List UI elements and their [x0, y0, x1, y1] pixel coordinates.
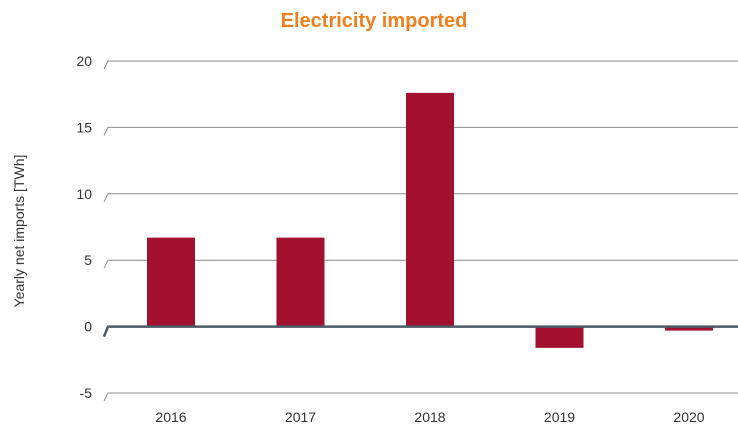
zero-axis-line — [102, 325, 738, 338]
x-axis-ticks: 2016 2017 2018 2019 2020 — [155, 409, 704, 425]
bar-2016 — [147, 237, 195, 327]
chart-title: Electricity imported — [281, 10, 468, 32]
gridline — [103, 259, 738, 269]
y-tick-label: 15 — [76, 119, 92, 135]
x-tick-label: 2017 — [285, 409, 316, 425]
y-tick-label: 20 — [76, 53, 92, 69]
x-tick-label: 2018 — [414, 409, 445, 425]
gridline — [103, 60, 738, 70]
x-tick-label: 2020 — [673, 409, 704, 425]
gridlines — [103, 60, 738, 402]
x-tick-label: 2016 — [155, 409, 186, 425]
zero-axis — [102, 325, 738, 338]
y-axis-ticks: -5 0 5 10 15 20 — [76, 53, 92, 401]
bar-2017 — [276, 237, 325, 327]
y-tick-label: 10 — [76, 186, 92, 202]
bar-2019 — [535, 326, 584, 348]
bar-2018 — [406, 92, 454, 327]
x-tick-label: 2019 — [544, 409, 575, 425]
bar-2020 — [665, 326, 713, 331]
y-tick-label: 5 — [84, 252, 92, 268]
y-tick-label: 0 — [84, 319, 92, 335]
y-tick-label: -5 — [80, 385, 93, 401]
gridline — [103, 193, 738, 203]
y-axis-label: Yearly net imports [TWh] — [11, 155, 27, 308]
bars — [147, 92, 713, 348]
gridline — [103, 392, 738, 402]
gridline — [103, 126, 738, 136]
